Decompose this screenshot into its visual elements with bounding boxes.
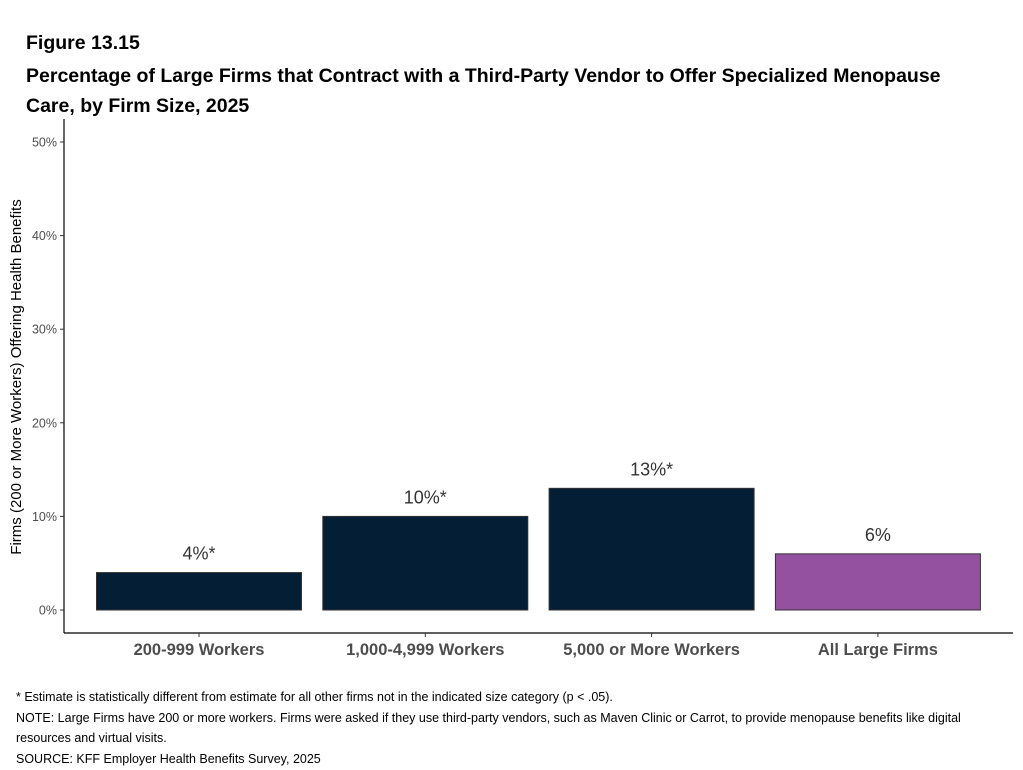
x-axis: 200-999 Workers 1,000-4,999 Workers 5,000 … xyxy=(64,632,1013,659)
source-text: SOURCE: KFF Employer Health Benefits Sur… xyxy=(16,751,321,766)
x-tick-label: 200-999 Workers xyxy=(134,641,265,659)
data-label: 10%* xyxy=(404,487,447,507)
bars xyxy=(96,487,981,611)
y-tick-label: 0% xyxy=(39,604,57,618)
data-labels: 4%* 10%* 13%* 6% xyxy=(182,459,890,563)
bar xyxy=(96,572,302,611)
bar xyxy=(774,553,981,611)
y-tick-label: 40% xyxy=(32,229,57,243)
y-tick-label: 30% xyxy=(32,323,57,337)
y-tick-label: 20% xyxy=(32,416,57,430)
figure-label: Figure 13.15 xyxy=(26,32,140,54)
y-axis-label: Firms (200 or More Workers) Offering Hea… xyxy=(8,199,25,554)
x-tick-label: All Large Firms xyxy=(818,641,938,659)
data-label: 6% xyxy=(865,525,891,545)
y-axis: 0% 10% 20% 30% 40% 50% xyxy=(32,119,65,633)
x-tick-label: 5,000 or More Workers xyxy=(563,641,740,659)
footnotes: * Estimate is statistically different fr… xyxy=(16,687,1006,769)
data-label: 13%* xyxy=(630,459,673,479)
data-label: 4%* xyxy=(182,544,215,564)
y-tick-label: 10% xyxy=(32,510,57,524)
significance-note: * Estimate is statistically different fr… xyxy=(16,690,613,704)
bar xyxy=(322,515,529,611)
note-text: NOTE: Large Firms have 200 or more worke… xyxy=(16,710,961,746)
y-tick-label: 50% xyxy=(32,136,57,150)
bar-chart: 0% 10% 20% 30% 40% 50% 4%* 10%* 13%* 6% 200-999 … xyxy=(8,119,1013,659)
bar xyxy=(548,487,755,611)
x-tick-label: 1,000-4,999 Workers xyxy=(346,641,504,659)
chart-title: Percentage of Large Firms that Contract … xyxy=(26,65,941,117)
